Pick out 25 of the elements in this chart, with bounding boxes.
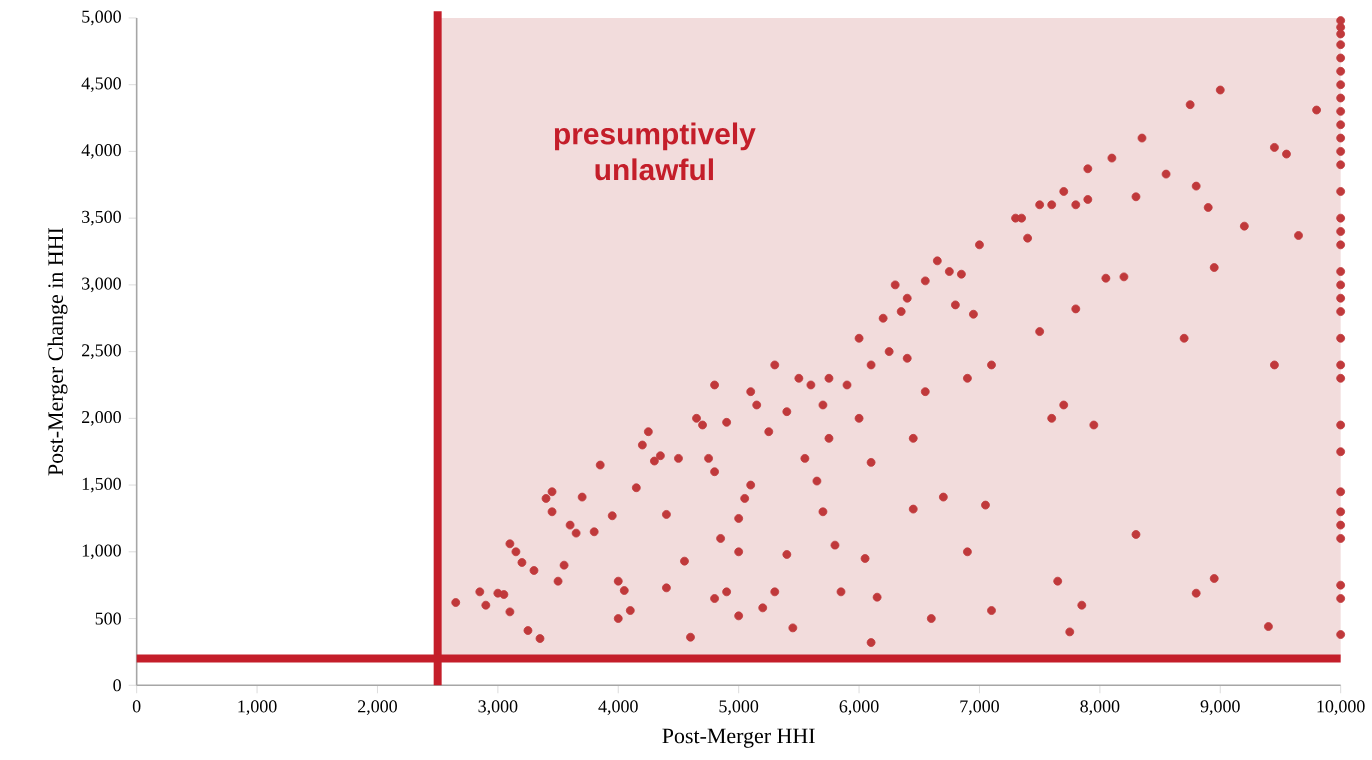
x-tick-label: 8,000 [1080,700,1120,715]
x-tick-label: 4,000 [598,700,638,715]
x-tick-label: 10,000 [1317,700,1365,715]
x-tick-label: 0 [132,700,141,713]
x-tick-label: 5,000 [719,700,759,715]
x-tick-label: 6,000 [839,700,879,715]
y-tick-label: 5,000 [82,10,121,26]
y-tick-label: 2,000 [82,410,121,426]
x-tick-label: 7,000 [960,700,999,715]
y-tick-label: 2,500 [82,344,121,359]
x-tick-label: 3,000 [478,700,518,715]
y-tick-label: 0 [113,679,121,692]
y-tick-label: 4,000 [81,144,121,159]
band-label: presumptively unlawful [554,122,756,181]
y-tick-label: 3,500 [82,210,121,226]
x-tick-label: 9,000 [1200,700,1240,715]
y-tick-label: 3,000 [82,277,121,293]
y-tick-label: 4,500 [81,77,121,92]
x-tick-label: 2,000 [358,700,397,715]
y-tick-label: 1,000 [82,544,121,560]
y-tick-label: 500 [95,612,121,625]
y-axis-title: Post-Merger Change in HHI [47,227,68,476]
x-axis-title: Post-Merger HHI [662,728,815,748]
x-tick-label: 1,000 [238,700,277,715]
y-tick-label: 1,500 [82,477,121,493]
